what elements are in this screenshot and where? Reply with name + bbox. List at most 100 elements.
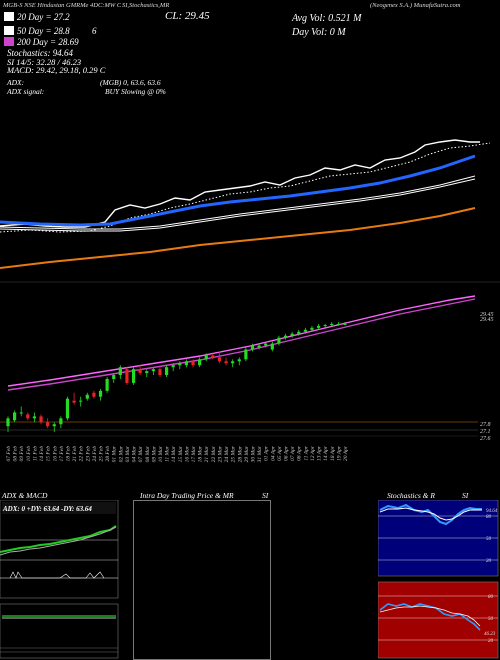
date-label: 03 Mar [125, 445, 131, 462]
intraday-panel [133, 500, 271, 660]
date-label: 11 Feb [32, 446, 38, 461]
candle-body [184, 361, 189, 366]
adx-values: (MGB) 0, 63.6, 63.6 [100, 78, 161, 87]
stoch-bottom-label-20: 20 [488, 639, 494, 644]
price-label-4: 27.1 [480, 429, 491, 435]
candle-body [231, 361, 235, 364]
adx-line [9, 571, 105, 579]
ema200-swatch [4, 37, 14, 46]
date-label: 31 Mar [257, 445, 263, 463]
candle-body [323, 325, 327, 327]
candle-body [250, 345, 255, 350]
candle-body [270, 343, 274, 350]
date-label: 17 Mar [191, 445, 197, 462]
price-label-3: 27.8 [480, 422, 491, 428]
date-label: 22 Mar [211, 445, 217, 462]
date-label: 09 Feb [19, 446, 25, 462]
candle-body [224, 361, 228, 364]
candle-body [85, 394, 89, 399]
header-line1-mid: SI,Stochastics,MR [122, 2, 170, 9]
ma-blue-line [0, 154, 476, 227]
date-label: 11 Mar [165, 445, 171, 462]
date-label: 16 Mar [184, 445, 190, 462]
ema50-swatch [4, 26, 14, 35]
date-label: 24 Feb [91, 446, 98, 462]
candle-body [72, 400, 76, 403]
date-label: 13 Apr [317, 445, 323, 461]
candle-body [178, 363, 182, 366]
header-line1-left: MGB-S NSE Hindustan GMRMe 4DC:MW Charts [3, 2, 121, 9]
date-label: 20 Apr [343, 445, 349, 461]
date-label: 16 Feb [52, 446, 58, 462]
stochastics-panel: 94.64 80 50 20 80 50 20 46.23 [378, 500, 499, 659]
candle-body [217, 357, 222, 362]
intraday-si-label: SI [262, 491, 269, 500]
candle-body [118, 367, 122, 376]
date-label: 09 Mar [151, 445, 157, 462]
stoch-top-label-50: 50 [486, 537, 492, 542]
date-label: 01 Apr [264, 445, 270, 461]
date-label: 24 Mar [223, 445, 230, 462]
macd-label: MACD: 29.42, 29.18, 0.29 C [7, 65, 106, 75]
date-label: 08 Feb [13, 446, 19, 462]
candle-body [158, 369, 162, 376]
candle-body [297, 331, 301, 334]
candle-body [303, 329, 307, 332]
candle-body [19, 412, 23, 414]
date-label: 04 Mar [131, 445, 138, 462]
candle-body [191, 361, 195, 366]
candle-body [112, 375, 116, 379]
stochastics-si-label: SI [462, 491, 469, 500]
adx-legend: ADX: 0 +DY: 63.64 -DY: 63.64 [2, 505, 92, 513]
date-label: 18 Apr [330, 445, 336, 461]
candle-body [198, 359, 202, 366]
candle-body [39, 416, 43, 423]
envelope-upper [7, 295, 476, 387]
date-label: 29 Mar [244, 445, 250, 462]
si-label: SI 14/5: 32.28 / 46.23 [7, 57, 82, 67]
stoch-top-value: 94.64 [486, 509, 498, 514]
ma-orange-line [0, 207, 476, 269]
candle-body [151, 369, 155, 372]
date-axis: 07 Feb 08 Feb 09 Feb 10 Feb 11 Feb 14 Feb 15 F… [6, 445, 349, 463]
avg-volume-label: Avg Vol: 0.521 M [292, 13, 362, 24]
adx-label: ADX: [7, 78, 25, 87]
candle-body [125, 369, 129, 383]
candle-body [6, 418, 10, 427]
candle-body [26, 414, 30, 419]
date-label: 08 Mar [145, 445, 151, 462]
intraday-title: Intra Day Trading Price & MR [140, 491, 234, 500]
candle-body [59, 418, 63, 425]
date-label: 08 Apr [297, 445, 303, 461]
stochastics-title: Stochastics & R [387, 491, 435, 500]
candle-body [211, 355, 215, 358]
ema20-label: 20 Day = 27.2 [17, 12, 70, 22]
candle-body [290, 333, 294, 336]
candle-body [264, 343, 268, 346]
candle-body [171, 365, 175, 368]
si-signal-line [379, 605, 481, 627]
ma-gray-line-2 [0, 178, 476, 232]
date-label: 19 Apr [336, 445, 342, 461]
date-label: 21 Mar [204, 445, 210, 462]
date-label: 07 Feb [6, 446, 12, 462]
date-label: 11 Apr [303, 445, 309, 460]
date-label: 25 Feb [99, 446, 105, 462]
stoch-d-line [379, 507, 482, 521]
date-label: 15 Feb [46, 446, 52, 462]
date-label: 07 Apr [290, 445, 296, 461]
ema50-extra: 6 [92, 26, 97, 36]
date-label: 14 Mar [170, 445, 177, 462]
date-label: 17 Feb [59, 446, 65, 462]
date-label: 23 Feb [85, 446, 91, 462]
candle-body [164, 367, 169, 376]
date-label: 28 Mar [237, 445, 243, 462]
stoch-top-label-20: 20 [486, 559, 492, 564]
candle-body [105, 379, 109, 391]
candle-body [310, 327, 314, 330]
date-label: 23 Mar [217, 445, 223, 462]
stoch-bottom-label-50: 50 [488, 617, 494, 622]
price-label-5: 27.6 [480, 436, 491, 442]
candle-body [92, 392, 96, 397]
ema50-label: 50 Day = 28.8 [17, 26, 70, 36]
